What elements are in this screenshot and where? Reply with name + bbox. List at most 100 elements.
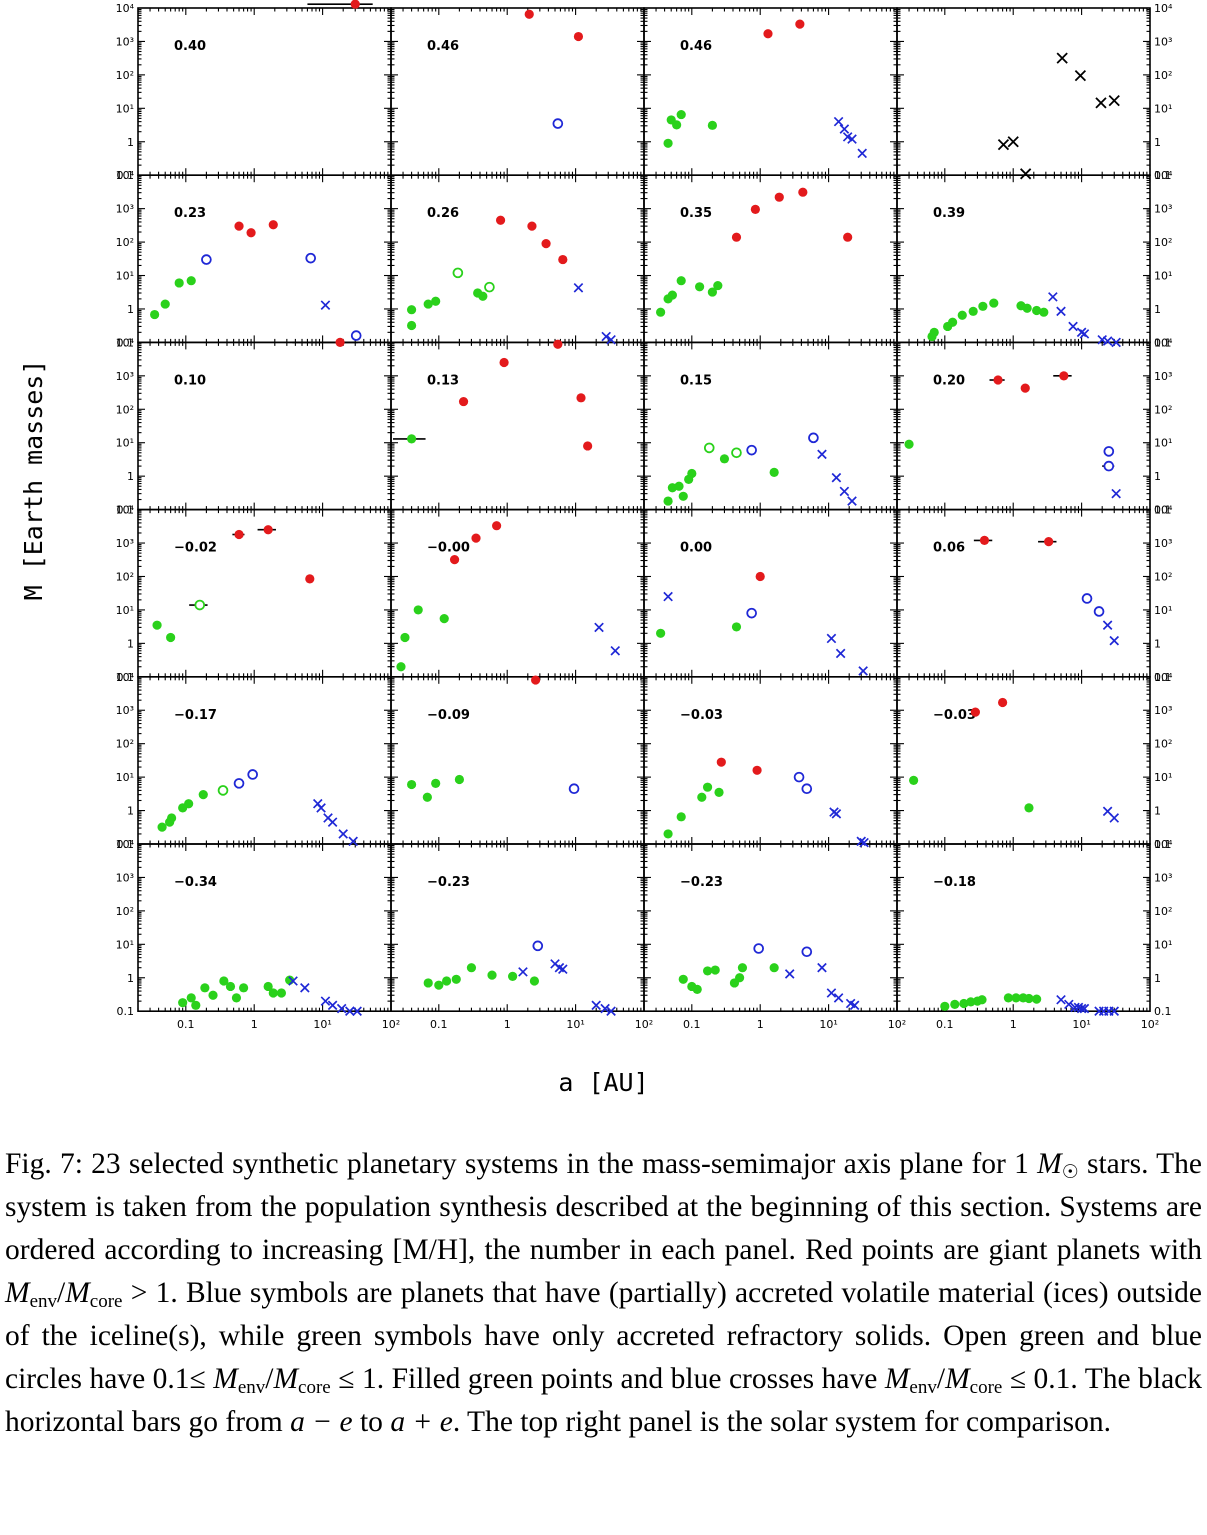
blue-open-circle [233,778,245,789]
icy-planet-cross [1102,336,1113,346]
caption-core-sub: core [89,1291,123,1312]
giant-planet-point [993,375,1003,385]
icy-planet-cross [606,1006,616,1017]
y-tick-label: 10¹ [1154,604,1172,617]
refractory-planet-point [697,792,707,802]
refractory-planet-point [268,988,278,998]
icy-planet-cross [1109,813,1120,823]
icy-planet-cross [1056,994,1066,1005]
green-open-circle [217,785,229,796]
refractory-planet-point [1011,993,1021,1003]
panel-metallicity-label: −0.17 [174,708,217,723]
refractory-planet-point [174,278,184,288]
icy-planet-cross [849,1000,860,1011]
refractory-planet-point [406,305,417,315]
icy-planet-cross [1064,999,1074,1010]
blue-open-circle [793,771,805,783]
refractory-planet-point [977,995,987,1005]
refractory-planet-point [663,496,673,506]
caption-text-5: ≤ 0.1. The black horizontal bars go from [5,1363,1203,1438]
x-tick-label: 0.1 [177,1018,195,1031]
giant-planet-point [458,396,469,407]
icy-planet-cross [784,969,795,979]
blue-open-circle [801,946,813,958]
caption-text-4: ≤ 1. Filled green points and blue crosse… [330,1363,885,1395]
y-tick-label: 10¹ [116,102,134,115]
refractory-planet-point [735,973,745,983]
giant-planet-point [541,239,551,249]
caption-menv-2: M [213,1363,238,1395]
giant-planet-point [798,187,808,197]
y-tick-label: 10¹ [1154,270,1172,283]
giant-planet-point [305,574,315,584]
icy-planet-cross [1079,329,1090,339]
y-tick-label: 0.1 [117,169,135,182]
icy-planet-cross [594,622,604,633]
refractory-planet-point [676,109,686,120]
icy-planet-cross [826,633,837,644]
refractory-planet-point [702,782,713,792]
refractory-planet-point [166,632,176,643]
x-tick-label: 1 [1010,1018,1017,1031]
solar-system-planet-cross [1007,136,1019,148]
panel-metallicity-label: 0.23 [174,206,206,221]
panel-metallicity-label: −0.00 [427,541,470,556]
refractory-planet-point [663,138,673,148]
y-tick-label: 0.1 [1154,671,1172,684]
refractory-planet-point [1032,305,1042,316]
refractory-planet-point [431,778,441,788]
icy-planet-cross [826,988,837,998]
refractory-planet-point [1022,303,1032,313]
refractory-planet-point [406,320,417,331]
blue-open-circle [201,254,212,265]
icy-planet-cross [316,803,326,813]
icy-planet-cross [831,472,842,483]
x-tick-label: 0.1 [683,1018,701,1031]
y-tick-label: 10² [116,738,134,751]
blue-open-circle [808,432,819,444]
icy-planet-cross [833,993,844,1003]
y-tick-label: 10¹ [1154,102,1172,115]
refractory-planet-point [672,120,682,130]
y-tick-label: 0.1 [117,671,135,684]
y-tick-label: 10¹ [116,771,134,784]
refractory-planet-point [731,622,742,632]
refractory-planet-point [667,290,677,300]
refractory-planet-point [442,976,452,986]
panel-metallicity-label: −0.34 [174,875,217,890]
y-tick-label: 10⁴ [1154,169,1173,182]
y-tick-label: 10¹ [1154,771,1172,784]
icy-planet-cross [606,334,616,345]
caption-text-2: stars. The system is taken from the popu… [5,1148,1203,1266]
icy-planet-cross [817,962,827,973]
blue-open-circle [753,943,764,954]
giant-planet-point [335,337,345,347]
refractory-planet-point [178,998,188,1008]
x-tick-label: 0.1 [430,1018,448,1031]
y-tick-label: 10⁴ [116,838,135,851]
giant-planet-point [268,220,278,230]
blue-open-circle [1103,446,1115,457]
icy-planet-cross [1076,1003,1087,1014]
y-tick-label: 10² [116,403,134,416]
caption-slash-2: / [265,1363,274,1395]
giant-planet-point [1059,371,1069,381]
caption-menv-3: M [884,1363,910,1395]
icy-planet-cross [1056,306,1066,317]
blue-open-circle [801,783,813,795]
y-tick-label: 10¹ [116,938,134,951]
y-tick-label: 10⁴ [1154,671,1173,684]
refractory-planet-point [225,981,236,992]
panel-frame [137,508,392,678]
giant-planet-point [246,228,256,238]
giant-planet-point [970,707,980,717]
y-tick-label: 0.1 [117,1005,135,1018]
y-tick-label: 10³ [116,704,134,717]
caption-mcore: M [65,1277,90,1309]
refractory-planet-point [678,491,688,501]
icy-planet-cross [1068,321,1078,332]
y-tick-label: 10⁴ [116,336,135,349]
giant-planet-point [731,232,742,242]
y-tick-label: 10¹ [1154,437,1172,450]
y-tick-label: 10⁴ [1154,838,1173,851]
